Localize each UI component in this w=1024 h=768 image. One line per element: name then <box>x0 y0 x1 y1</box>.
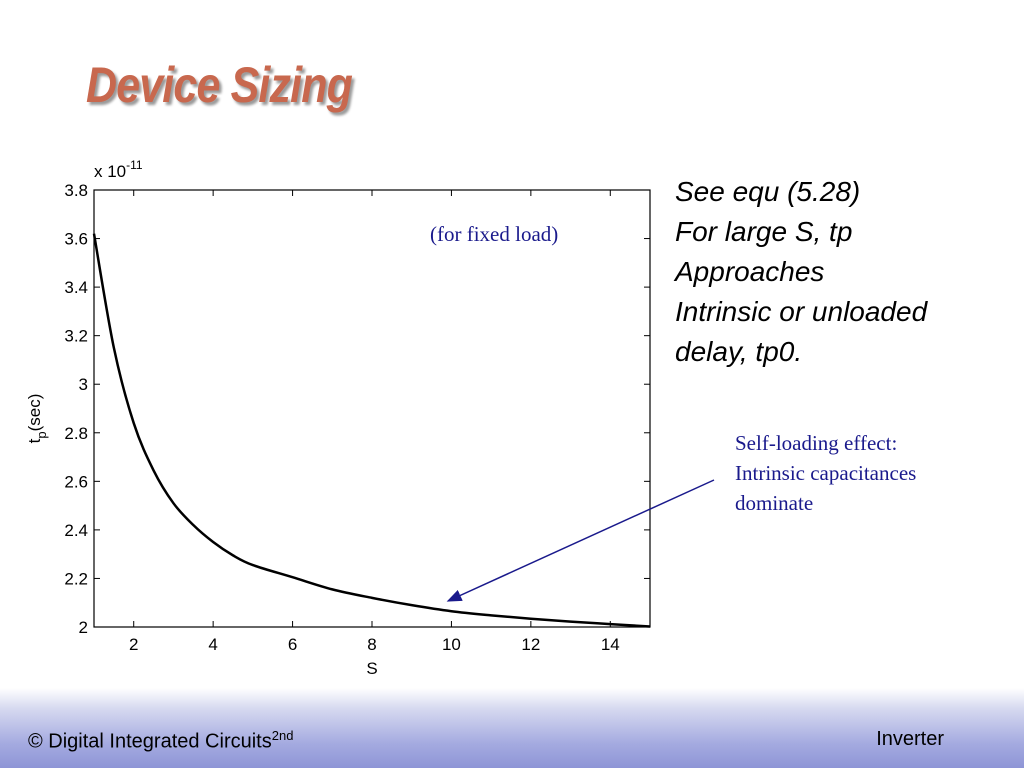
y-tick-label: 2.6 <box>64 472 88 491</box>
y-tick-label: 2.2 <box>64 569 88 588</box>
self-loading-callout: Self-loading effect: Intrinsic capacitan… <box>735 428 916 518</box>
x-tick-label: 2 <box>129 635 138 654</box>
fixed-load-label: (for fixed load) <box>430 222 559 246</box>
x-tick-label: 4 <box>208 635 217 654</box>
x-tick-label: 8 <box>367 635 376 654</box>
y-tick-label: 3.2 <box>64 327 88 346</box>
note-line: delay, tp0. <box>675 336 803 367</box>
footer-copyright-text: © Digital Integrated Circuits <box>28 730 272 753</box>
x-tick-label: 6 <box>288 635 297 654</box>
footer-copyright: © Digital Integrated Circuits2nd <box>28 728 293 754</box>
x-axis-label: S <box>366 659 377 678</box>
y-tick-label: 3.6 <box>64 230 88 249</box>
ticks-layer <box>94 189 650 628</box>
slide-title: Device Sizing <box>86 57 353 113</box>
slide-notes: See equ (5.28) For large S, tp Approache… <box>675 172 927 372</box>
y-tick-label: 3.8 <box>64 181 88 200</box>
callout-line: Self-loading effect: <box>735 431 898 455</box>
chart: 2 4 6 8 10 12 14 2 2.2 2.4 2.6 2.8 3 3.2 3.4 3.6 3.8 x 1… <box>0 150 720 690</box>
footer-bar: © Digital Integrated Circuits2nd Inverte… <box>0 688 1024 768</box>
callout-line: Intrinsic capacitances <box>735 461 917 485</box>
y-axis-multiplier: x 10-11 <box>94 158 143 181</box>
y-tick-label: 3 <box>79 375 88 394</box>
note-line: For large S, tp <box>675 216 853 247</box>
y-tick-label: 2.4 <box>64 521 88 540</box>
series-line <box>92 233 651 628</box>
x-tick-label: 10 <box>442 635 461 654</box>
note-line: Approaches <box>675 256 825 287</box>
footer-topic: Inverter <box>876 728 944 750</box>
x-tick-label: 12 <box>521 635 540 654</box>
y-tick-label: 2 <box>79 618 88 637</box>
y-tick-label: 3.4 <box>64 278 88 297</box>
tp-vs-s-chart: 2 4 6 8 10 12 14 2 2.2 2.4 2.6 2.8 3 3.2 3.4 3.6 3.8 x 1… <box>25 158 651 678</box>
plot-frame <box>93 189 651 628</box>
footer-edition: 2nd <box>271 728 294 743</box>
x-tick-label: 14 <box>601 635 620 654</box>
note-line: See equ (5.28) <box>675 176 861 207</box>
y-tick-label: 2.8 <box>64 424 88 443</box>
y-axis-label: tp(sec) <box>25 394 49 444</box>
tick-labels-layer: 2 4 6 8 10 12 14 2 2.2 2.4 2.6 2.8 3 3.2 3.4 3.6 3.8 <box>64 181 619 654</box>
note-line: Intrinsic or unloaded <box>675 296 928 327</box>
callout-line: dominate <box>735 491 814 515</box>
